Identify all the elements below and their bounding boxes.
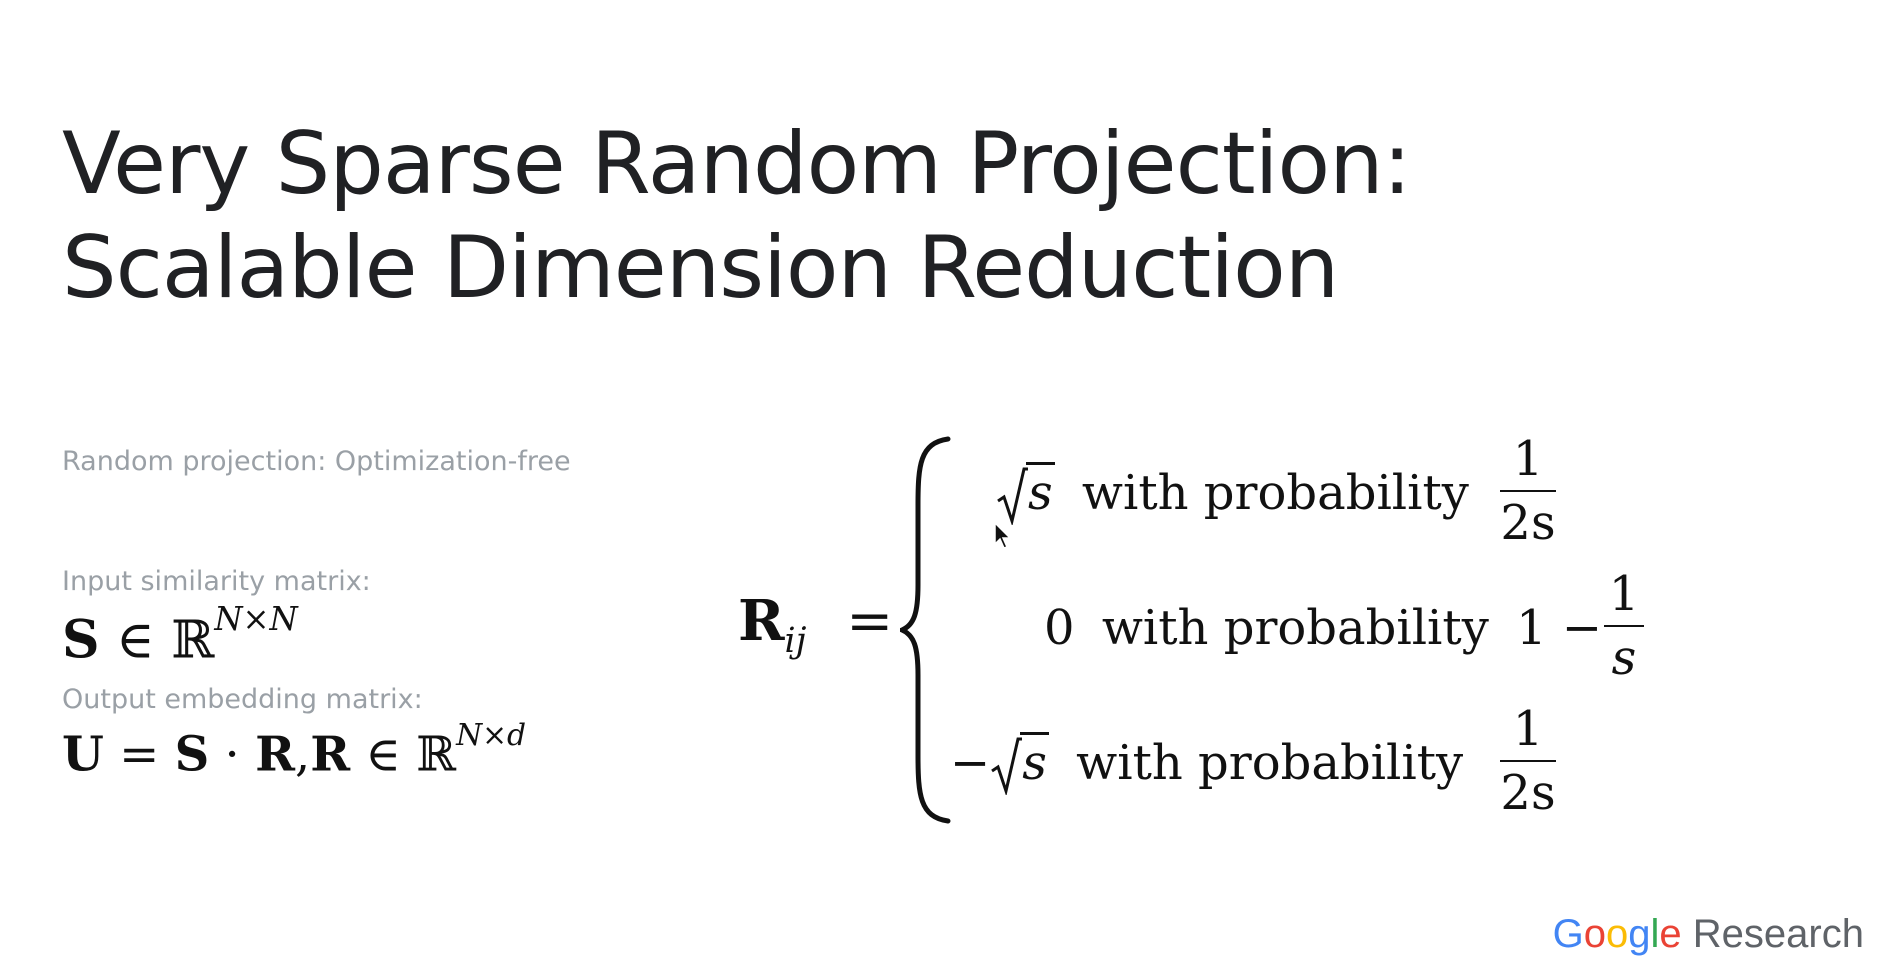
case-3-fraction: 1 2s xyxy=(1500,700,1556,822)
element-of-symbol: ∈ xyxy=(365,726,401,783)
case-3-value: s xyxy=(1020,732,1049,791)
case-2-value: 0 xyxy=(1044,600,1075,656)
case-1-denominator: 2s xyxy=(1500,495,1556,551)
research-word: Research xyxy=(1692,912,1864,956)
r-symbol: R xyxy=(255,726,295,783)
s-symbol: S xyxy=(62,609,100,671)
r-symbol: R xyxy=(738,588,785,654)
mouse-cursor-icon xyxy=(994,522,1012,549)
dimension-exponent: N×d xyxy=(456,718,527,753)
element-of-symbol: ∈ xyxy=(116,610,155,671)
case-2: 0 with probability 1 − xyxy=(1044,600,1602,656)
case-3-text: with probability xyxy=(1076,735,1464,791)
case-2-text: with probability xyxy=(1101,600,1489,656)
logo-letter: o xyxy=(1583,912,1607,956)
logo-letter: o xyxy=(1606,912,1629,956)
reals-symbol: ℝ xyxy=(416,726,457,783)
embedding-equation: U = S · R,R ∈ ℝN×d xyxy=(62,718,526,782)
case-1-sqrt: s xyxy=(996,462,1055,525)
ij-subscript: ij xyxy=(784,621,807,662)
equals-symbol: = xyxy=(119,726,160,783)
comma-symbol: , xyxy=(294,726,311,783)
random-projection-label: Random projection: Optimization-free xyxy=(62,446,571,477)
case-2-prefix: 1 − xyxy=(1516,600,1603,656)
u-symbol: U xyxy=(62,726,104,783)
logo-letter: e xyxy=(1659,912,1682,956)
dot-symbol: · xyxy=(224,726,240,783)
logo-letter: g xyxy=(1628,912,1651,956)
google-research-logo: Google Research xyxy=(1553,912,1864,957)
r-symbol-2: R xyxy=(310,726,351,783)
rij-lhs: Rij = xyxy=(738,588,893,661)
case-2-denominator: s xyxy=(1611,630,1637,686)
sqrt-icon xyxy=(991,737,1023,795)
case-3-denominator: 2s xyxy=(1500,765,1556,821)
case-1-value: s xyxy=(1026,462,1055,521)
case-1-text: with probability xyxy=(1081,465,1469,521)
reals-symbol: ℝ xyxy=(171,610,215,671)
s-symbol: S xyxy=(174,726,210,783)
sqrt-icon xyxy=(997,467,1028,525)
logo-letter: G xyxy=(1552,912,1584,956)
equals-symbol: = xyxy=(846,589,894,654)
dimension-exponent: N×N xyxy=(214,600,298,638)
case-3-numerator: 1 xyxy=(1512,701,1544,757)
output-embedding-label: Output embedding matrix: xyxy=(62,684,423,715)
similarity-equation: S ∈ ℝN×N xyxy=(62,600,298,670)
case-3-sqrt: s xyxy=(990,732,1049,795)
left-brace-icon xyxy=(900,436,951,824)
case-3-sign: − xyxy=(950,735,991,791)
case-1-numerator: 1 xyxy=(1512,431,1544,487)
case-2-fraction: 1 s xyxy=(1604,565,1644,687)
title-line-2: Scalable Dimension Reduction xyxy=(62,218,1339,318)
title-line-1: Very Sparse Random Projection: xyxy=(62,114,1412,214)
case-2-numerator: 1 xyxy=(1608,566,1640,622)
case-1: s with probability xyxy=(996,462,1469,525)
slide-title: Very Sparse Random Projection: Scalable … xyxy=(62,112,1562,320)
case-1-fraction: 1 2s xyxy=(1500,430,1556,552)
case-3: − s with probability xyxy=(950,732,1464,795)
input-similarity-label: Input similarity matrix: xyxy=(62,566,371,597)
logo-letter: l xyxy=(1650,912,1660,956)
